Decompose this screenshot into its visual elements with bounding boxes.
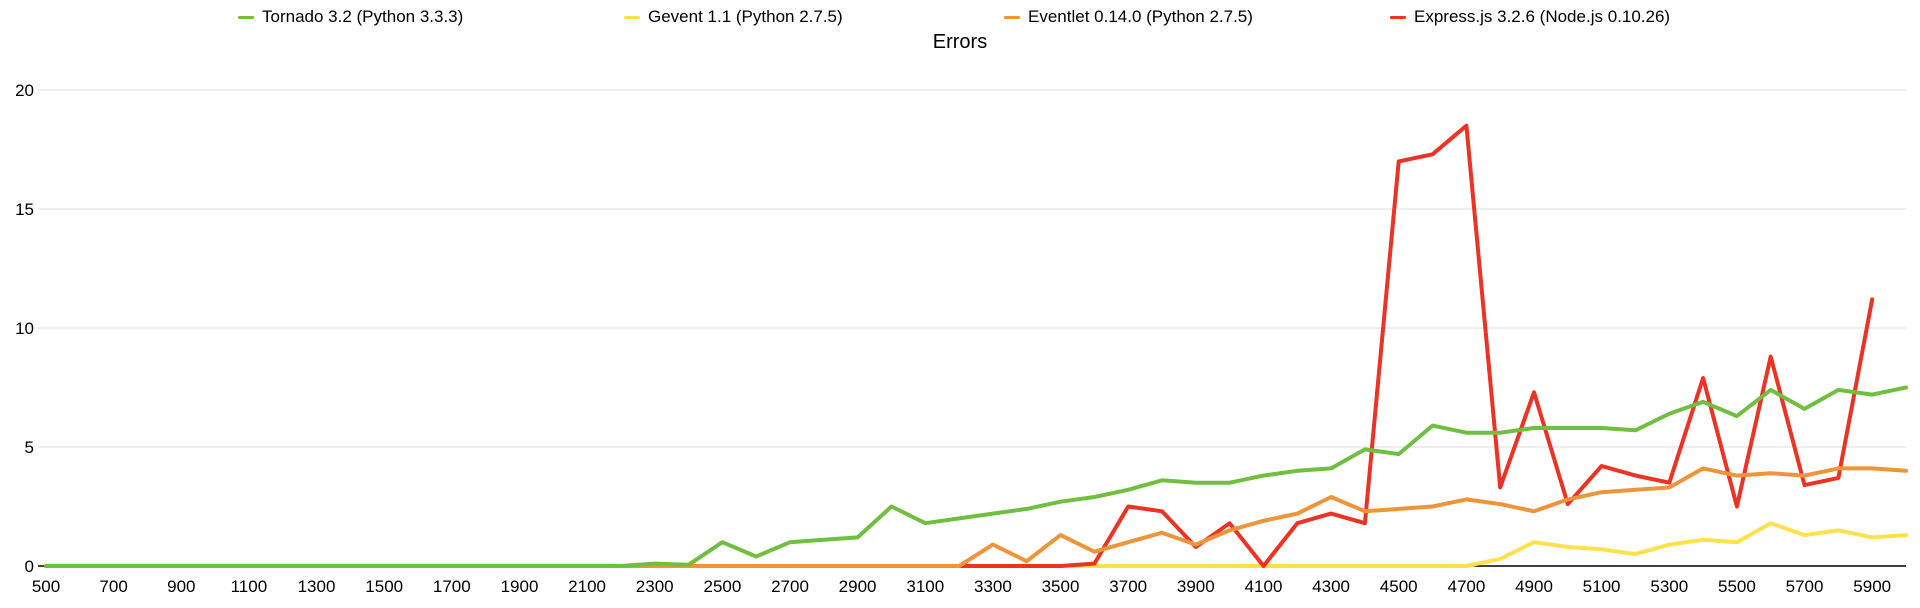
x-axis-tick-label: 4900: [1515, 577, 1553, 596]
legend-label: Express.js 3.2.6 (Node.js 0.10.26): [1414, 7, 1671, 26]
y-axis-tick-label: 0: [25, 557, 34, 576]
x-axis-tick-label: 5700: [1786, 577, 1824, 596]
x-axis-tick-label: 1300: [298, 577, 336, 596]
x-axis-tick-label: 4300: [1312, 577, 1350, 596]
x-axis-tick-label: 1500: [365, 577, 403, 596]
x-axis-tick-label: 2100: [568, 577, 606, 596]
legend-label: Gevent 1.1 (Python 2.7.5): [648, 7, 843, 26]
legend-marker-icon: [624, 15, 640, 19]
x-axis-tick-label: 2900: [839, 577, 877, 596]
x-axis-tick-label: 3700: [1109, 577, 1147, 596]
x-axis-tick-label: 1700: [433, 577, 471, 596]
x-axis-tick-label: 4100: [1245, 577, 1283, 596]
x-axis-tick-label: 2300: [636, 577, 674, 596]
legend-item[interactable]: Express.js 3.2.6 (Node.js 0.10.26): [1390, 4, 1670, 30]
legend-label: Tornado 3.2 (Python 3.3.3): [262, 7, 464, 26]
x-axis-tick-label: 1100: [231, 577, 268, 596]
legend-item[interactable]: Eventlet 0.14.0 (Python 2.7.5): [1004, 4, 1253, 30]
x-axis-tick-label: 4700: [1447, 577, 1485, 596]
chart-title: Errors: [932, 31, 988, 53]
legend-label: Eventlet 0.14.0 (Python 2.7.5): [1028, 7, 1253, 26]
series-line-1: [44, 521, 1908, 568]
x-axis-tick-label: 1900: [501, 577, 539, 596]
x-axis-tick-label: 5500: [1718, 577, 1756, 596]
series-line-3: [44, 123, 1875, 568]
y-axis-tick-label: 10: [15, 319, 34, 338]
legend-marker-icon: [1390, 15, 1406, 19]
x-axis-tick-label: 2500: [703, 577, 741, 596]
y-axis-tick-label: 20: [15, 81, 34, 100]
x-axis-tick-label: 5900: [1853, 577, 1891, 596]
x-axis-tick-label: 3100: [906, 577, 944, 596]
legend-marker-icon: [238, 15, 254, 19]
legend-item[interactable]: Tornado 3.2 (Python 3.3.3): [238, 4, 463, 30]
legend: Tornado 3.2 (Python 3.3.3) Gevent 1.1 (Py…: [0, 4, 1920, 30]
x-axis-tick-label: 3300: [974, 577, 1012, 596]
x-axis-tick-label: 2700: [771, 577, 809, 596]
x-axis-tick-label: 900: [167, 577, 195, 596]
x-axis-tick-label: 700: [99, 577, 127, 596]
x-axis-tick-label: 5300: [1650, 577, 1688, 596]
y-axis-tick-label: 5: [25, 438, 34, 457]
legend-item[interactable]: Gevent 1.1 (Python 2.7.5): [624, 4, 843, 30]
legend-marker-icon: [1004, 15, 1020, 19]
x-axis-tick-label: 3500: [1042, 577, 1080, 596]
x-axis-tick-label: 4500: [1380, 577, 1418, 596]
series-line-0: [44, 385, 1908, 568]
x-axis-tick-label: 5100: [1583, 577, 1621, 596]
y-axis-tick-label: 15: [15, 200, 34, 219]
x-axis-tick-label: 500: [32, 577, 60, 596]
x-axis-tick-label: 3900: [1177, 577, 1215, 596]
